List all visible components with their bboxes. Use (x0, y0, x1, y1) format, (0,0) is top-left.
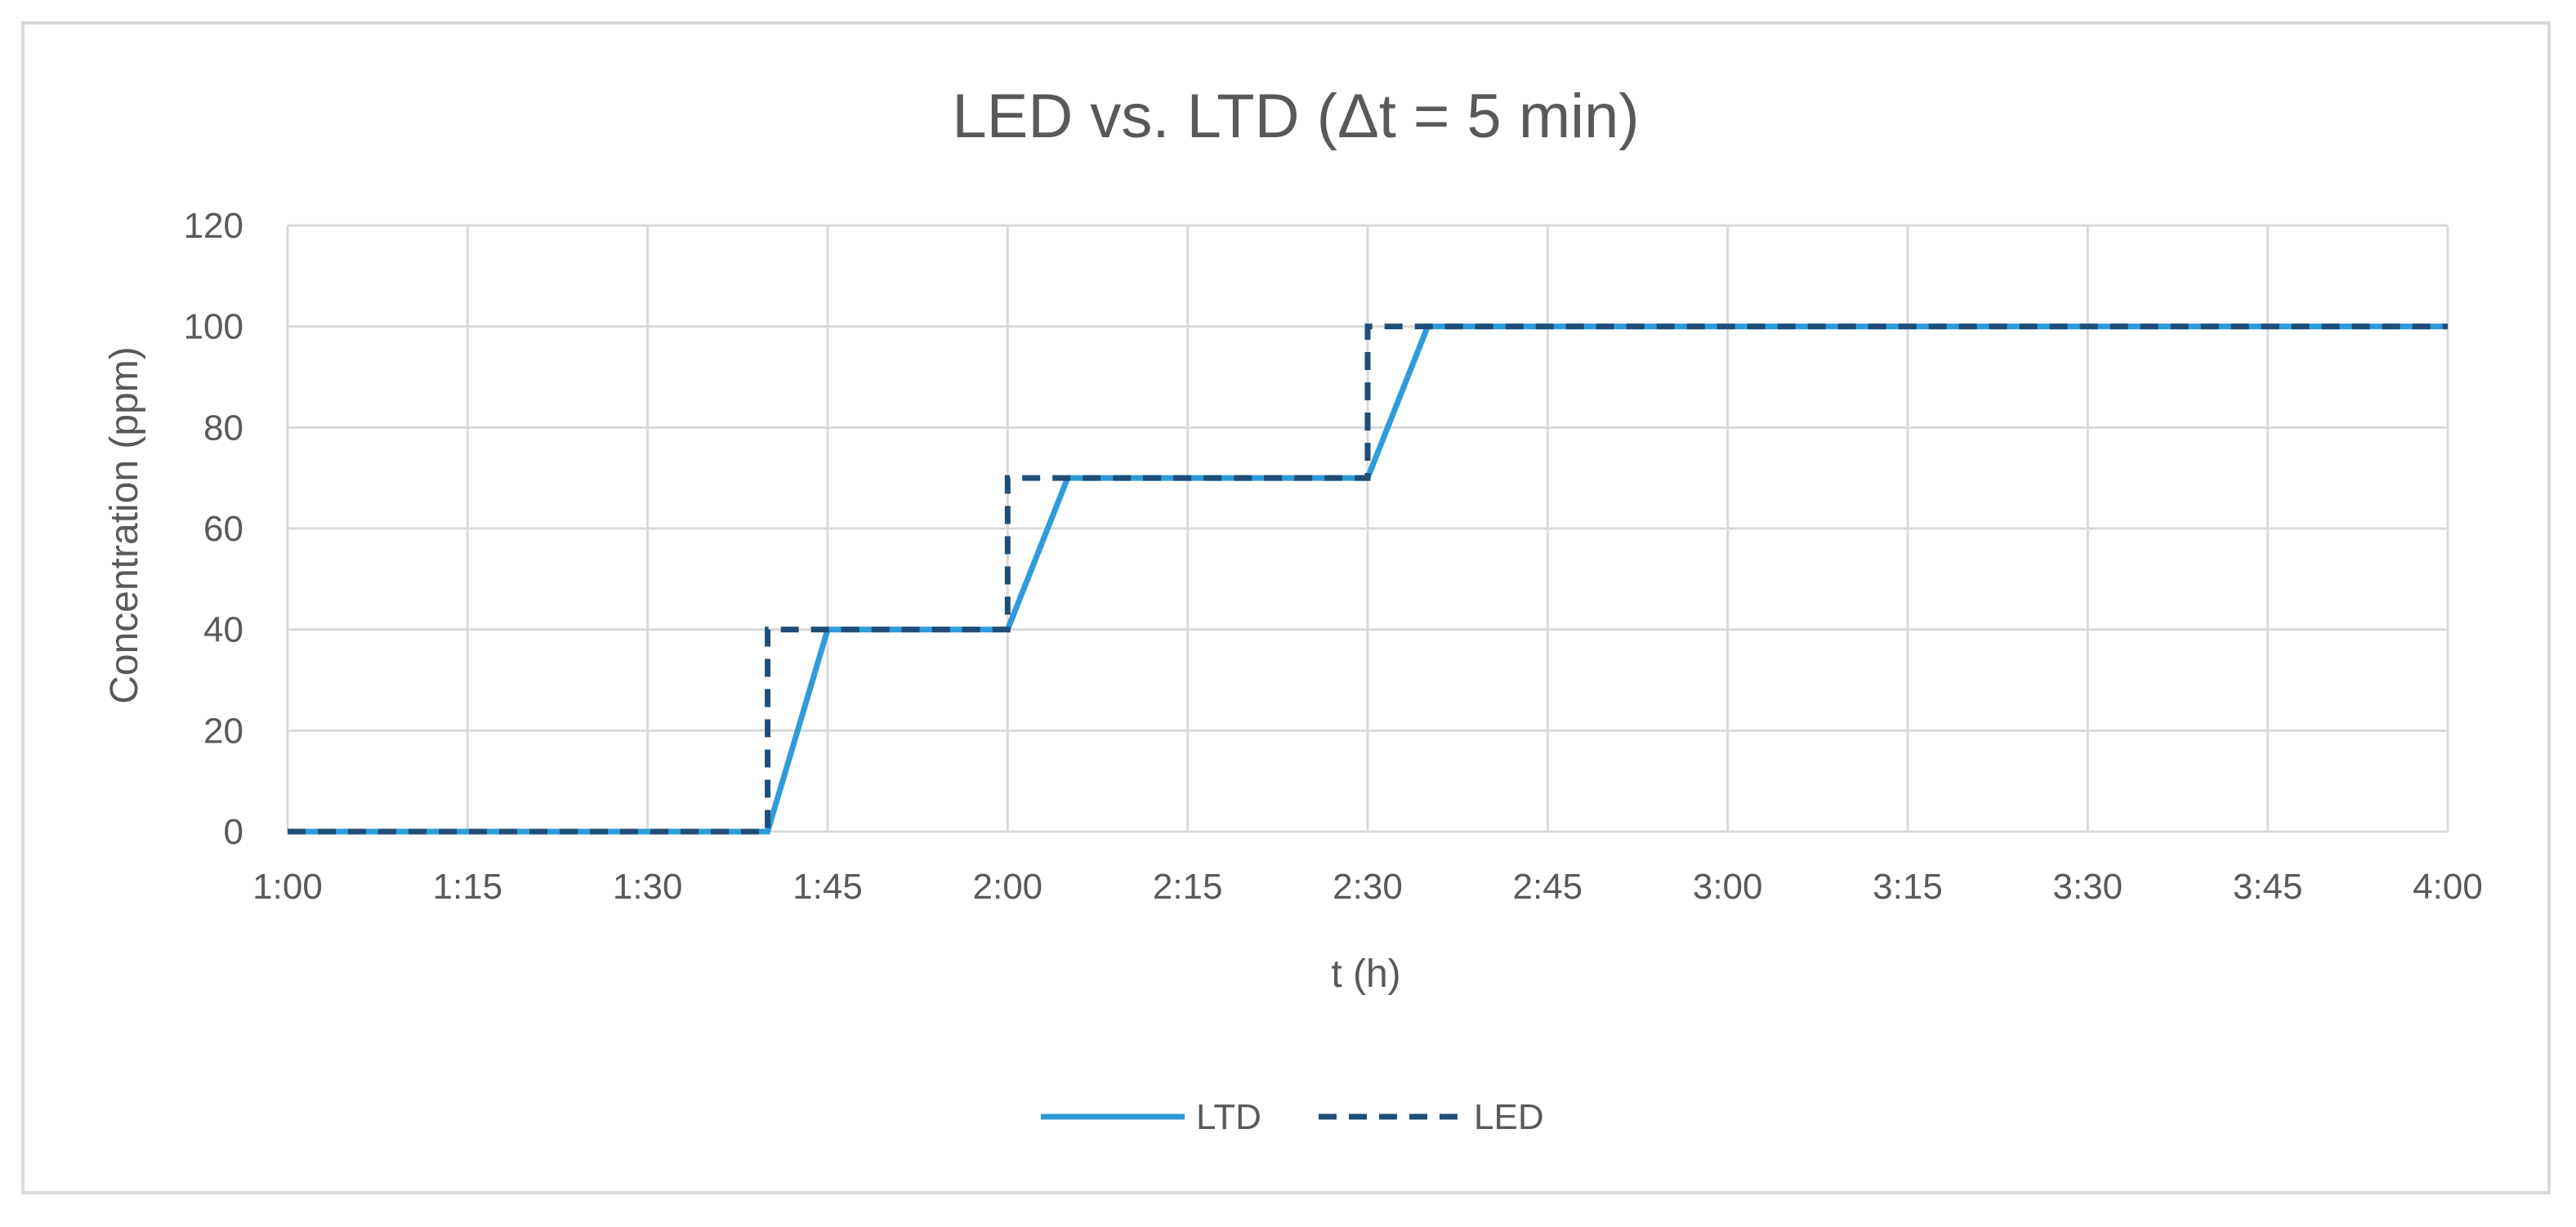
x-tick-label: 2:30 (1333, 867, 1403, 907)
chart-frame (21, 21, 2551, 1194)
legend: LTD LED (1041, 1097, 1544, 1137)
x-axis-ticks: 1:00 1:15 1:30 1:45 2:00 2:15 2:30 2:45 3:00 3:15… (252, 867, 2483, 907)
y-tick-label: 100 (184, 307, 243, 347)
y-axis-title: Concentration (ppm) (103, 346, 146, 704)
x-tick-label: 2:00 (973, 867, 1043, 907)
x-tick-label: 1:00 (252, 867, 323, 907)
legend-label-led: LED (1474, 1097, 1544, 1137)
x-tick-label: 2:45 (1513, 867, 1583, 907)
y-tick-label: 120 (184, 206, 243, 246)
gridlines (286, 224, 2449, 833)
y-tick-label: 0 (224, 812, 243, 852)
y-tick-label: 60 (203, 509, 243, 549)
series-led-line (288, 323, 2448, 835)
x-tick-label: 1:45 (792, 867, 863, 907)
x-tick-label: 3:00 (1693, 867, 1763, 907)
series-layer (288, 323, 2448, 835)
y-axis-ticks: 0 20 40 60 80 100 120 (184, 206, 243, 852)
x-tick-label: 3:45 (2233, 867, 2303, 907)
y-tick-label: 20 (203, 711, 243, 751)
x-tick-label: 1:30 (613, 867, 683, 907)
x-tick-label: 1:15 (433, 867, 503, 907)
chart-title: LED vs. LTD (Δt = 5 min) (952, 82, 1639, 151)
x-tick-label: 3:30 (2053, 867, 2123, 907)
x-tick-label: 3:15 (1873, 867, 1943, 907)
x-tick-label: 2:15 (1153, 867, 1223, 907)
x-axis-title: t (h) (1331, 953, 1400, 996)
y-tick-label: 80 (203, 408, 243, 448)
legend-label-ltd: LTD (1196, 1097, 1261, 1137)
series-ltd-line (288, 323, 2448, 835)
x-tick-label: 4:00 (2413, 867, 2483, 907)
y-tick-label: 40 (203, 610, 243, 650)
